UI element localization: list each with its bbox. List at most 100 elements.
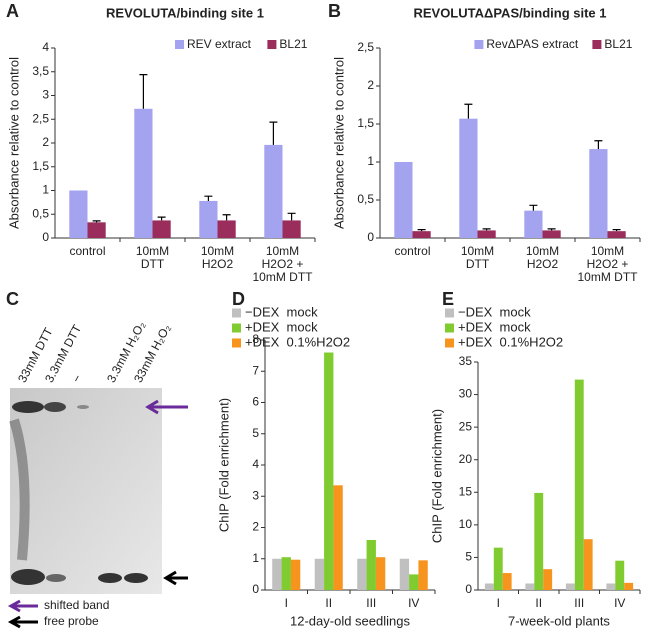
x-tick-label: III xyxy=(366,596,376,610)
bar xyxy=(412,231,431,238)
y-tick-label: 20 xyxy=(459,452,473,466)
panel-label: B xyxy=(328,1,341,21)
panel-label: D xyxy=(232,289,245,309)
bar xyxy=(565,583,575,590)
gel-image xyxy=(10,388,162,594)
annotation: shifted band xyxy=(44,598,109,612)
bar xyxy=(333,485,343,590)
bar xyxy=(606,583,616,590)
bar xyxy=(524,210,543,238)
panel-label: C xyxy=(6,289,19,309)
legend-label: +DEX 0.1%H2O2 xyxy=(245,334,350,349)
x-tick-label: control xyxy=(69,244,105,258)
y-tick-label: 1 xyxy=(252,551,259,565)
legend-swatch xyxy=(445,323,454,333)
x-tick-label: I xyxy=(497,596,500,610)
bar xyxy=(264,144,283,238)
y-tick-label: 2 xyxy=(42,135,49,149)
bar xyxy=(281,557,291,590)
legend-swatch xyxy=(232,308,241,318)
bar xyxy=(477,230,496,238)
y-tick-label: 0 xyxy=(367,230,374,244)
annotation: free probe xyxy=(44,614,99,628)
bar xyxy=(589,149,608,238)
legend-label: +DEX 0.1%H2O2 xyxy=(458,334,563,349)
legend-label: RevΔPAS extract xyxy=(486,37,578,51)
legend-label: −DEX mock xyxy=(458,304,531,319)
free-arrow xyxy=(163,570,188,586)
bar xyxy=(534,492,544,590)
y-tick-label: 1,5 xyxy=(357,116,374,130)
bar xyxy=(574,379,584,590)
x-tick-label: 10mM H2O2 xyxy=(526,244,559,271)
error-bar xyxy=(594,140,603,150)
y-tick-label: 3 xyxy=(42,88,49,102)
bar xyxy=(394,162,413,238)
bar xyxy=(290,559,301,590)
y-tick-label: 2 xyxy=(367,78,374,92)
gel-band xyxy=(12,401,44,413)
error-bar xyxy=(529,204,538,211)
y-tick-label: 10 xyxy=(459,517,473,531)
y-tick-label: 1 xyxy=(42,183,49,197)
error-bar xyxy=(612,229,621,232)
y-tick-label: 6 xyxy=(252,395,259,409)
gel-band xyxy=(44,402,66,412)
legend-label: REV extract xyxy=(187,37,252,51)
x-tick-label: 10mM DTT xyxy=(461,244,494,271)
y-tick-label: 8 xyxy=(252,332,259,346)
bar xyxy=(357,558,367,590)
gel-band xyxy=(124,573,148,583)
y-tick-label: 35 xyxy=(459,354,473,368)
panel-label: A xyxy=(6,1,19,21)
gel-band xyxy=(11,569,45,585)
x-tick-label: IV xyxy=(408,596,419,610)
y-tick-label: 0,5 xyxy=(357,192,374,206)
x-tick-label: control xyxy=(394,244,430,258)
legend-swatch xyxy=(267,40,277,49)
shifted-arrow xyxy=(145,399,188,415)
bar xyxy=(624,582,634,590)
legend-label: +DEX mock xyxy=(245,319,318,334)
y-tick-label: 3,5 xyxy=(32,64,49,78)
legend-swatch xyxy=(474,40,484,49)
panel-label: E xyxy=(442,289,454,309)
error-bar xyxy=(269,121,278,145)
chart-title: REVOLUTAΔPAS/binding site 1 xyxy=(413,5,606,20)
bar xyxy=(502,573,512,590)
x-axis-label: 7-week-old plants xyxy=(508,613,610,628)
bar xyxy=(282,220,301,238)
y-tick-label: 0 xyxy=(252,582,259,596)
lane-label: − xyxy=(69,372,85,385)
bar xyxy=(399,558,410,590)
y-tick-label: 5 xyxy=(465,550,472,564)
bar xyxy=(152,220,171,238)
y-tick-label: 4 xyxy=(252,457,259,471)
legend-swatch xyxy=(592,40,602,49)
legend-label: +DEX mock xyxy=(458,319,531,334)
legend-swatch xyxy=(232,338,241,348)
bar xyxy=(314,558,325,590)
y-axis-label: ChIP (Fold enrichment) xyxy=(429,409,444,543)
bar xyxy=(542,230,561,238)
legend-label: BL21 xyxy=(279,37,307,51)
error-bar xyxy=(222,214,231,221)
y-axis-label: Absorbance relative to control xyxy=(6,57,21,229)
legend-swatch xyxy=(232,323,241,333)
bar xyxy=(134,108,153,238)
y-tick-label: 2,5 xyxy=(32,111,49,125)
bar xyxy=(375,557,386,590)
error-bar xyxy=(417,229,426,232)
error-bar xyxy=(204,195,213,201)
y-tick-label: 0,5 xyxy=(32,206,49,220)
y-axis-label: Absorbance relative to control xyxy=(331,57,346,229)
x-tick-label: II xyxy=(325,596,332,610)
bar xyxy=(484,583,494,590)
bar xyxy=(217,220,236,238)
chart-title: REVOLUTA/binding site 1 xyxy=(106,5,264,20)
bar xyxy=(366,540,376,590)
legend-arrow xyxy=(7,599,38,613)
y-tick-label: 2 xyxy=(252,520,259,534)
y-axis-label: ChIP (Fold enrichment) xyxy=(216,398,231,532)
error-bar xyxy=(92,220,101,223)
